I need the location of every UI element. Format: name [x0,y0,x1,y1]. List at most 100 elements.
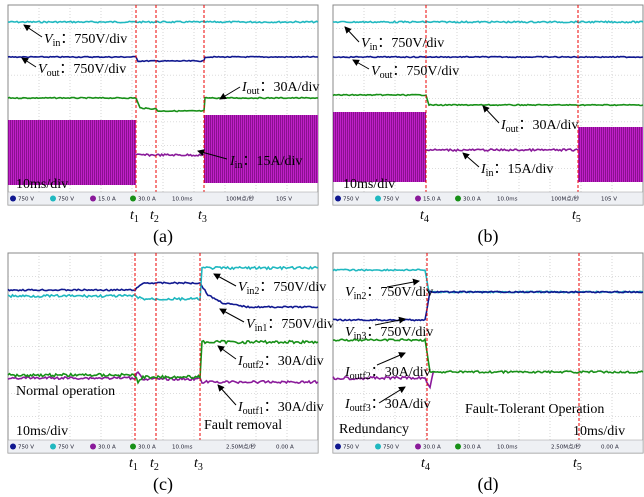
signal-scale: ：15A/div [242,154,302,169]
time-marker: t5 [573,456,582,473]
status-text: 30.0 A [98,445,116,451]
figure: 750 V 750 V 15.0 A 30.0 A 10.0ms 100M点/秒 105 V… [0,0,644,497]
time-marker: t5 [572,208,581,225]
signal-subscript: in2 [247,286,260,297]
status-text: 30.0 A [423,445,441,451]
channel-dot [455,196,461,202]
signal-subscript: outf3 [350,403,371,414]
signal-subscript: in [370,42,378,53]
signal-scale: ：15A/div [493,162,553,177]
status-text: 750 V [343,445,359,451]
signal-scale: ：750V/div [60,32,127,47]
status-text: 750 V [343,197,359,203]
timebase: 10ms/div [16,177,68,192]
signal-scale: ：30A/div [264,400,324,415]
caption: (b) [478,226,499,247]
signal-subscript: out [380,70,393,81]
status-text: 105 V [601,197,617,203]
status-text: 100M点/秒 [551,195,580,203]
time-marker: t1 [129,456,138,473]
signal-subscript: in2 [354,291,367,302]
signal-scale: ：30A/div [371,397,431,412]
signal-subscript: outf2 [243,360,264,371]
marker-subscript: 3 [202,214,207,225]
signal-subscript: in [486,168,494,179]
status-text: 2.50M点/秒 [226,443,256,451]
marker-subscript: 1 [133,462,138,473]
timebase: 10ms/div [573,424,625,439]
annotation: Fault removal [204,418,282,433]
caption: (d) [478,474,499,495]
time-marker: t2 [150,208,159,225]
signal-subscript: outf2 [350,371,371,382]
status-text: 10.0ms [172,197,193,203]
status-text: 30.0 A [138,197,156,203]
signal-subscript: in1 [255,323,268,334]
status-text: 750 V [18,445,34,451]
time-marker: t3 [194,456,203,473]
signal-subscript: out [506,124,519,135]
status-text: 750 V [58,197,74,203]
signal-subscript: in [53,38,61,49]
annotation: Redundancy [339,422,409,437]
marker-subscript: 3 [198,462,203,473]
scope-panel: 750 V750 V30.0 A30.0 A10.0ms2.50M点/秒0.00… [333,253,643,495]
marker-subscript: 4 [425,462,430,473]
status-text: 750 V [383,445,399,451]
signal-scale: ：30A/div [371,365,431,380]
signal-scale: ：30A/div [518,118,578,133]
current-band [333,112,426,182]
signal-scale: ：30A/div [264,354,324,369]
channel-dot [415,196,421,202]
status-text: 0.00 A [276,445,294,451]
channel-dot [90,196,96,202]
current-band [578,127,643,182]
marker-subscript: 2 [154,214,159,225]
status-text: 10.0ms [172,445,193,451]
status-text: 15.0 A [98,197,116,203]
status-text: 0.00 A [601,445,619,451]
signal-subscript: in [235,160,243,171]
channel-dot [10,196,16,202]
channel-dot [375,196,381,202]
marker-subscript: 5 [576,214,581,225]
channel-dot [130,444,136,450]
marker-subscript: 5 [577,462,582,473]
scope-panel: 750 V750 V15.0 A30.0 A10.0ms100M点/秒105 V… [8,5,319,247]
status-text: 30.0 A [138,445,156,451]
status-text: 30.0 A [463,197,481,203]
status-text: 2.50M点/秒 [551,443,581,451]
status-text: 105 V [276,197,292,203]
channel-dot [415,444,421,450]
time-marker: t4 [420,208,429,225]
time-marker: t1 [130,208,139,225]
signal-subscript: out [247,86,260,97]
current-band [204,115,318,183]
caption: (a) [153,226,173,247]
signal-scale: ：750V/div [59,62,126,77]
time-marker: t4 [421,456,430,473]
caption: (c) [153,474,173,495]
signal-subscript: in3 [354,331,367,342]
marker-subscript: 4 [424,214,429,225]
marker-subscript: 1 [134,214,139,225]
signal-scale: ：750V/div [377,36,444,51]
timebase: 10ms/div [343,177,395,192]
channel-dot [90,444,96,450]
channel-dot [10,444,16,450]
signal-scale: ：750V/div [267,317,334,332]
channel-dot [375,444,381,450]
channel-dot [455,444,461,450]
scope-panel: 750 V750 V30.0 A30.0 A10.0ms2.50M点/秒0.00… [8,253,334,495]
marker-subscript: 2 [154,462,159,473]
annotation: Fault-Tolerant Operation [465,402,604,417]
channel-dot [50,196,56,202]
annotation: Normal operation [16,384,115,399]
channel-dot [335,444,341,450]
signal-subscript: out [47,68,60,79]
status-text: 10.0ms [497,445,518,451]
time-marker: t3 [198,208,207,225]
signal-scale: ：750V/div [366,285,433,300]
status-text: 100M点/秒 [226,195,255,203]
